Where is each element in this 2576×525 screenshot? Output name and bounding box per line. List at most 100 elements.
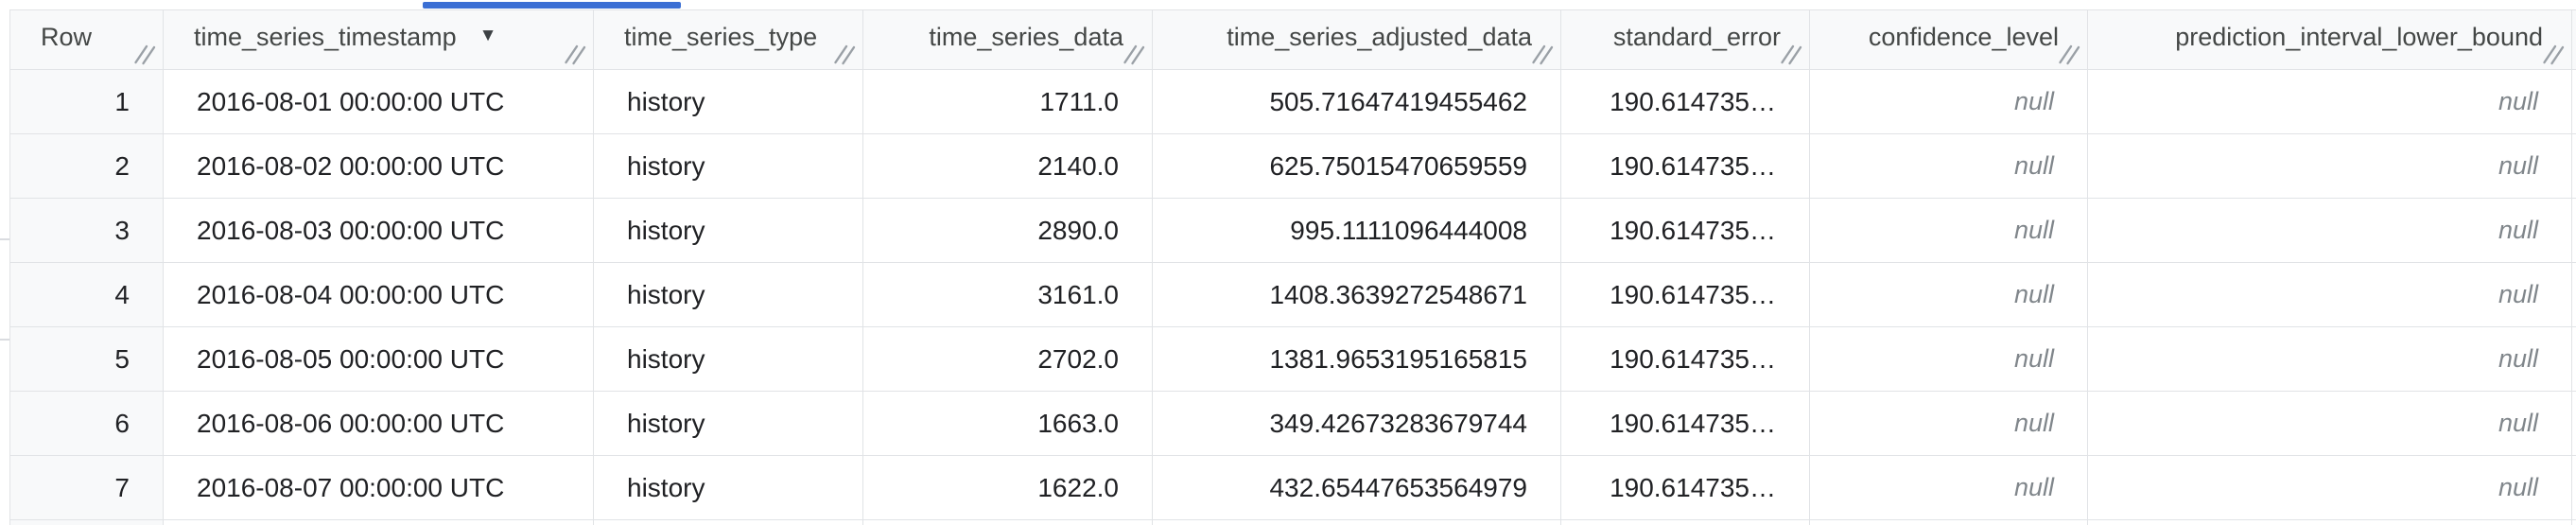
column-label: time_series_data [929, 22, 1123, 51]
cell-confidence_level: null [1809, 262, 2088, 327]
cell-row: 7 [9, 455, 164, 520]
cell-prediction_interval_lower_bound: null [2087, 326, 2572, 392]
cell-row [9, 519, 164, 525]
cell-cutoff [2571, 198, 2576, 263]
cell-standard_error: 190.614735… [1560, 391, 1810, 456]
column-resize-handle-icon[interactable] [2058, 42, 2082, 66]
left-gutter [0, 9, 9, 525]
column-label: time_series_type [624, 22, 818, 51]
cell-prediction_interval_lower_bound: null [2087, 198, 2572, 263]
cell-standard_error: 190.614735… [1560, 198, 1810, 263]
column-menu-arrow-icon[interactable]: ▼ [479, 26, 497, 46]
cell-time_series_timestamp: 2016-08-01 00:00:00 UTC [163, 69, 594, 134]
gutter-divider [0, 339, 9, 341]
column-resize-handle-icon[interactable] [833, 42, 858, 66]
cell-cutoff [2571, 326, 2576, 392]
column-header-standard_error[interactable]: standard_error [1560, 9, 1810, 70]
cell-time_series_adjusted_data [1152, 519, 1561, 525]
cell-prediction_interval_lower_bound [2087, 519, 2572, 525]
table-row: 5 2016-08-05 00:00:00 UTC history 2702.0 138… [9, 326, 2576, 392]
cell-confidence_level [1809, 519, 2088, 525]
cell-confidence_level: null [1809, 391, 2088, 456]
cell-time_series_type: history [593, 391, 863, 456]
column-label: confidence_level [1868, 22, 2059, 51]
cell-prediction_interval_lower_bound: null [2087, 69, 2572, 134]
cell-standard_error: 190.614735… [1560, 326, 1810, 392]
cell-prediction_interval_lower_bound: null [2087, 391, 2572, 456]
cell-cutoff [2571, 455, 2576, 520]
cell-confidence_level: null [1809, 455, 2088, 520]
cell-time_series_type: history [593, 262, 863, 327]
cell-row: 5 [9, 326, 164, 392]
table-row: 2 2016-08-02 00:00:00 UTC history 2140.0 625… [9, 133, 2576, 199]
cell-time_series_timestamp: 2016-08-06 00:00:00 UTC [163, 391, 594, 456]
cell-time_series_timestamp: 2016-08-02 00:00:00 UTC [163, 133, 594, 199]
cell-row: 4 [9, 262, 164, 327]
header-row: Row time_series_timestamp ▼ time_series_typ… [9, 9, 2576, 70]
column-header-time_series_timestamp[interactable]: time_series_timestamp ▼ [163, 9, 594, 70]
cell-time_series_type: history [593, 198, 863, 263]
column-header-prediction_interval_lower_bound[interactable]: prediction_interval_lower_bound [2087, 9, 2572, 70]
column-label: Row [41, 22, 93, 51]
cell-confidence_level: null [1809, 326, 2088, 392]
table-row: 3 2016-08-03 00:00:00 UTC history 2890.0 995… [9, 198, 2576, 263]
cell-time_series_data: 1622.0 [862, 455, 1153, 520]
cell-time_series_type [593, 519, 863, 525]
horizontal-scrollbar[interactable] [0, 0, 2576, 9]
column-resize-handle-icon[interactable] [133, 42, 158, 66]
cell-standard_error: 190.614735… [1560, 69, 1810, 134]
cell-row: 1 [9, 69, 164, 134]
column-resize-handle-icon[interactable] [1531, 42, 1556, 66]
cell-time_series_type: history [593, 455, 863, 520]
cell-time_series_adjusted_data: 349.42673283679744 [1152, 391, 1561, 456]
cell-time_series_timestamp: 2016-08-04 00:00:00 UTC [163, 262, 594, 327]
cell-prediction_interval_lower_bound: null [2087, 133, 2572, 199]
cell-time_series_timestamp: 2016-08-05 00:00:00 UTC [163, 326, 594, 392]
cell-time_series_adjusted_data: 505.71647419455462 [1152, 69, 1561, 134]
cell-time_series_adjusted_data: 995.1111096444008 [1152, 198, 1561, 263]
cell-time_series_timestamp: 2016-08-07 00:00:00 UTC [163, 455, 594, 520]
cell-time_series_type: history [593, 326, 863, 392]
cell-time_series_type: history [593, 133, 863, 199]
table-row: 7 2016-08-07 00:00:00 UTC history 1622.0 432… [9, 455, 2576, 520]
gutter-divider [0, 238, 9, 240]
cell-cutoff [2571, 69, 2576, 134]
column-resize-handle-icon[interactable] [2542, 42, 2567, 66]
results-table: Row time_series_timestamp ▼ time_series_typ… [9, 9, 2576, 525]
cell-prediction_interval_lower_bound: null [2087, 262, 2572, 327]
column-resize-handle-icon[interactable] [564, 42, 588, 66]
column-resize-handle-icon[interactable] [1123, 42, 1147, 66]
column-header-row[interactable]: Row [9, 9, 164, 70]
horizontal-scrollbar-thumb[interactable] [423, 2, 681, 9]
cell-time_series_data: 2702.0 [862, 326, 1153, 392]
cell-time_series_data: 2140.0 [862, 133, 1153, 199]
cell-time_series_data: 2890.0 [862, 198, 1153, 263]
cell-cutoff [2571, 262, 2576, 327]
cell-confidence_level: null [1809, 198, 2088, 263]
column-label: time_series_adjusted_data [1227, 22, 1532, 51]
cell-time_series_data: 3161.0 [862, 262, 1153, 327]
cell-standard_error: 190.614735… [1560, 133, 1810, 199]
cell-time_series_adjusted_data: 1381.9653195165815 [1152, 326, 1561, 392]
column-header-time_series_adjusted_data[interactable]: time_series_adjusted_data [1152, 9, 1561, 70]
column-label: standard_error [1612, 22, 1781, 51]
cell-row: 6 [9, 391, 164, 456]
table-row: 1 2016-08-01 00:00:00 UTC history 1711.0 505… [9, 69, 2576, 134]
cell-cutoff [2571, 391, 2576, 456]
column-header-confidence_level[interactable]: confidence_level [1809, 9, 2088, 70]
results-table-header: Row time_series_timestamp ▼ time_series_typ… [9, 9, 2576, 70]
column-header-time_series_type[interactable]: time_series_type [593, 9, 863, 70]
cell-time_series_data: 1663.0 [862, 391, 1153, 456]
column-label: prediction_interval_lower_bound [2175, 22, 2543, 51]
cell-time_series_timestamp: 2016-08-03 00:00:00 UTC [163, 198, 594, 263]
column-resize-handle-icon[interactable] [1780, 42, 1804, 66]
column-header-time_series_data[interactable]: time_series_data [862, 9, 1153, 70]
cell-standard_error [1560, 519, 1810, 525]
cell-confidence_level: null [1809, 133, 2088, 199]
results-table-body: 1 2016-08-01 00:00:00 UTC history 1711.0 505… [9, 69, 2576, 525]
cell-time_series_data: 1711.0 [862, 69, 1153, 134]
cell-row: 3 [9, 198, 164, 263]
cell-time_series_adjusted_data: 1408.3639272548671 [1152, 262, 1561, 327]
cell-standard_error: 190.614735… [1560, 455, 1810, 520]
